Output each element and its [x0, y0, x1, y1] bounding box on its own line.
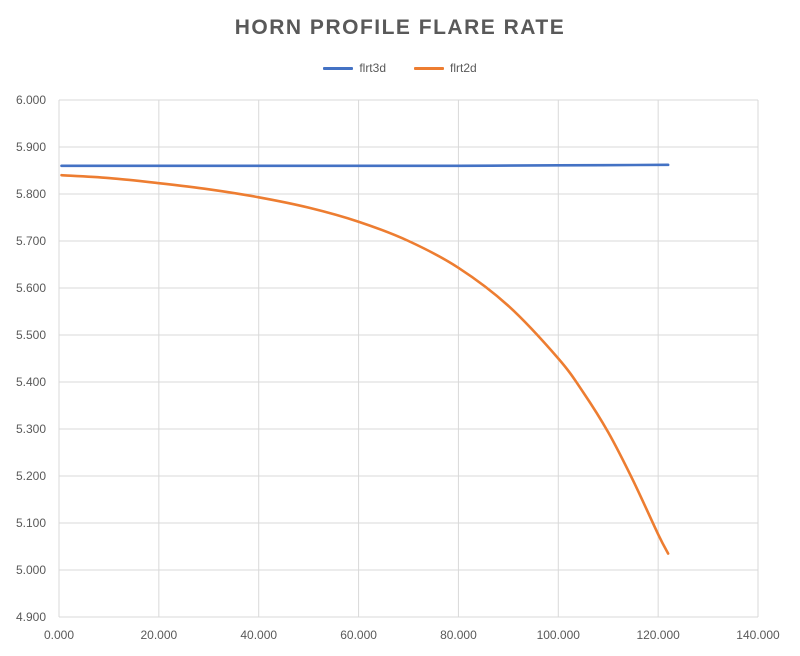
legend-swatch-flrt2d	[414, 66, 444, 70]
y-tick-label: 5.000	[16, 563, 46, 577]
series-line-flrt3d	[60, 163, 670, 168]
y-tick-label: 4.900	[16, 610, 46, 624]
legend-label-flrt2d: flrt2d	[450, 61, 477, 75]
y-tick-label: 5.100	[16, 516, 46, 530]
legend-item-flrt3d: flrt3d	[323, 61, 386, 75]
x-tick-label: 60.000	[340, 628, 377, 642]
x-tick-label: 0.000	[44, 628, 74, 642]
x-tick-label: 120.000	[636, 628, 680, 642]
y-tick-label: 5.800	[16, 187, 46, 201]
y-tick-label: 6.000	[16, 93, 46, 107]
x-tick-label: 80.000	[440, 628, 477, 642]
legend-swatch-flrt3d	[323, 66, 354, 70]
x-tick-label: 140.000	[736, 628, 780, 642]
legend-label-flrt3d: flrt3d	[359, 61, 386, 75]
x-tick-label: 40.000	[240, 628, 277, 642]
legend-item-flrt2d: flrt2d	[414, 61, 477, 75]
y-tick-label: 5.700	[16, 234, 46, 248]
y-tick-label: 5.200	[16, 469, 46, 483]
chart-title: HORN PROFILE FLARE RATE	[234, 16, 566, 39]
y-tick-label: 5.900	[16, 140, 46, 154]
x-tick-label: 100.000	[537, 628, 581, 642]
series-line-flrt2d	[60, 173, 670, 555]
legend: flrt3d flrt2d	[0, 61, 800, 75]
y-tick-label: 5.500	[16, 328, 46, 342]
x-tick-label: 20.000	[141, 628, 178, 642]
y-tick-label: 5.400	[16, 375, 46, 389]
y-tick-label: 5.300	[16, 422, 46, 436]
y-tick-label: 5.600	[16, 281, 46, 295]
